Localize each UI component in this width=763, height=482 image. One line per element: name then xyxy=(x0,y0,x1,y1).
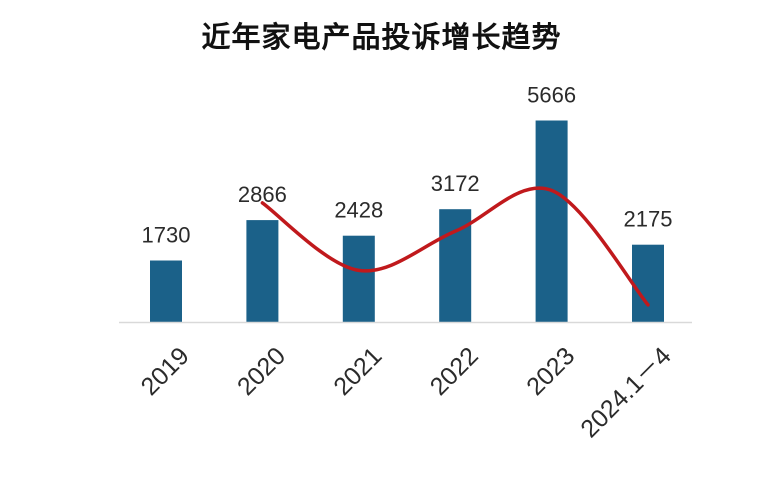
tick-label-2023: 2023 xyxy=(521,342,580,401)
tick-label-2019: 2019 xyxy=(136,342,195,401)
value-label-2023: 5666 xyxy=(527,83,576,108)
bar-2019 xyxy=(150,260,182,322)
bar-2023 xyxy=(535,120,568,322)
value-label-2024.1－4: 2175 xyxy=(624,207,673,232)
bar-2021 xyxy=(342,235,375,322)
chart-title: 近年家电产品投诉增长趋势 xyxy=(201,20,562,54)
trend-line xyxy=(260,186,650,307)
bar-2020 xyxy=(246,220,279,322)
tick-label-2020: 2020 xyxy=(232,342,291,401)
bar-2024.1－4 xyxy=(632,244,664,322)
tick-label-2021: 2021 xyxy=(328,342,387,401)
value-label-2019: 1730 xyxy=(142,223,191,248)
tick-label-2024.1－4: 2024.1－4 xyxy=(575,342,676,443)
tick-label-2022: 2022 xyxy=(425,342,484,401)
value-label-2021: 2428 xyxy=(334,198,383,223)
value-label-2022: 3172 xyxy=(431,171,480,196)
bars-layer xyxy=(150,120,664,322)
bar-2022 xyxy=(439,209,472,322)
